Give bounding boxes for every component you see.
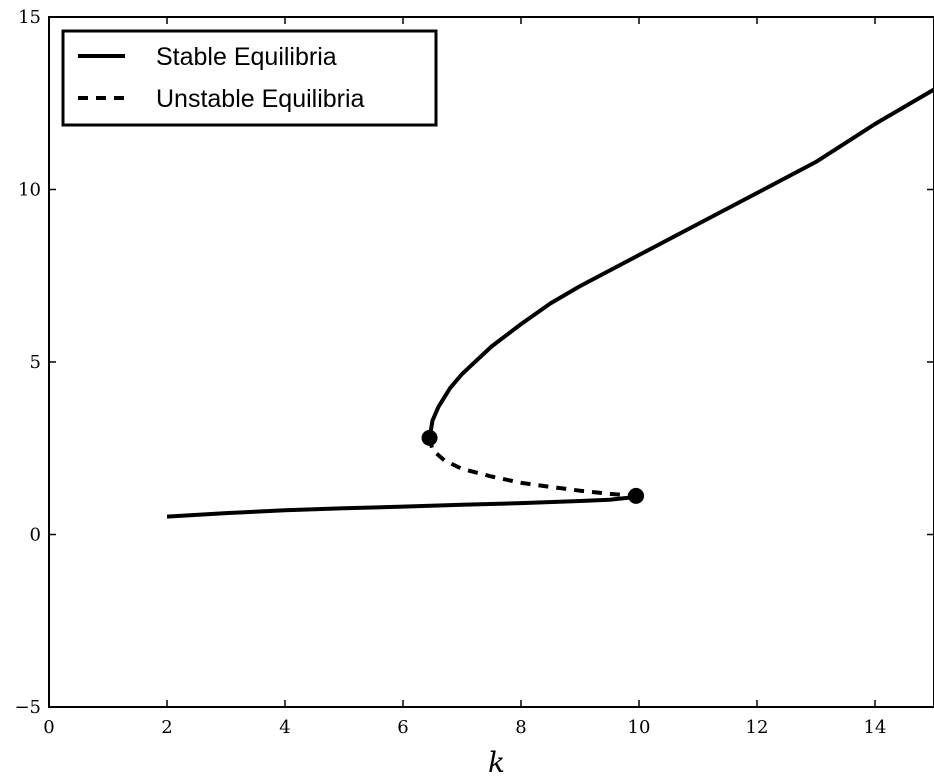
y-tick-label: 15 <box>18 7 41 28</box>
bifurcation-point <box>628 487 645 504</box>
x-axis-label: k <box>488 746 505 778</box>
y-tick-label: 0 <box>30 525 41 546</box>
x-tick-label: 8 <box>515 717 526 738</box>
legend-frame <box>61 29 438 127</box>
x-tick-label: 14 <box>864 717 887 738</box>
y-tick-label: 10 <box>18 180 41 201</box>
plot-area <box>166 87 934 519</box>
stable-series-line <box>166 493 637 519</box>
x-tick-label: 2 <box>161 717 172 738</box>
legend-label-stable: Stable Equilibria <box>156 43 337 71</box>
x-tick-label: 12 <box>746 717 769 738</box>
legend: Stable Equilibria Unstable Equilibria <box>61 29 438 127</box>
bifurcation-point <box>421 429 438 446</box>
x-tick-label: 4 <box>279 717 290 738</box>
y-tick-label: 5 <box>30 352 41 373</box>
stable-series-line <box>427 87 934 439</box>
unstable-series-line <box>427 437 637 498</box>
x-tick-label: 10 <box>628 717 651 738</box>
legend-label-unstable: Unstable Equilibria <box>156 85 365 113</box>
x-tick-label: 6 <box>397 717 408 738</box>
y-tick-label: −5 <box>14 697 41 718</box>
x-tick-label: 0 <box>43 717 54 738</box>
